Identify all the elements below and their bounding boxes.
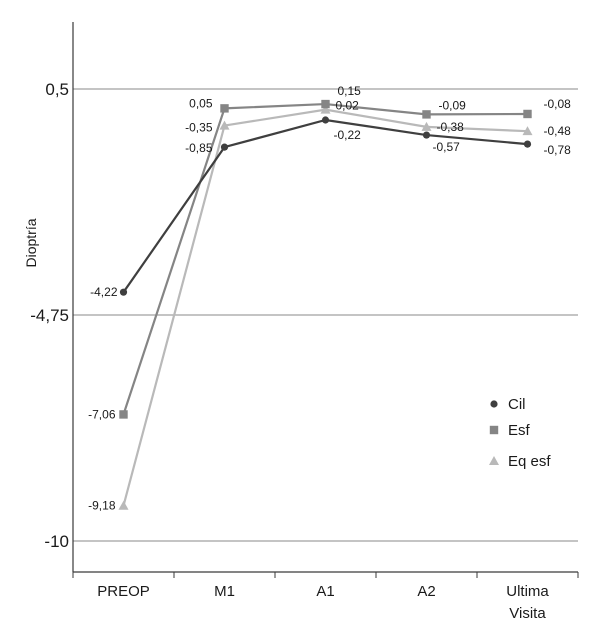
data-label: -0,78: [544, 143, 572, 157]
data-point: [523, 109, 532, 119]
data-label: -7,06: [88, 407, 116, 421]
y-tick-label: 0,5: [45, 80, 69, 99]
data-point: [220, 104, 229, 113]
series-line-cil: [122, 118, 528, 293]
data-point: [321, 99, 330, 109]
data-point: [422, 110, 431, 119]
data-label: -4,22: [90, 285, 118, 299]
legend-marker: [489, 425, 499, 435]
data-label: 0,02: [336, 99, 360, 113]
x-tick-label: Visita: [509, 605, 546, 622]
data-point: [219, 120, 230, 130]
data-point: [321, 116, 330, 124]
data-label: -0,08: [544, 97, 572, 111]
legend-marker: [490, 400, 498, 408]
data-point: [422, 131, 431, 139]
data-point: [320, 104, 331, 114]
data-point: [421, 121, 432, 131]
series-line-esf: [122, 102, 528, 415]
data-label: -0,09: [439, 98, 467, 112]
data-label: -9,18: [88, 499, 116, 513]
x-tick-label: A1: [316, 583, 334, 600]
legend-label: Esf: [508, 422, 531, 439]
data-point: [220, 143, 229, 151]
y-tick-label: -4,75: [30, 306, 69, 325]
x-tick-label: PREOP: [97, 583, 150, 600]
x-tick-label: M1: [214, 583, 235, 600]
data-label: -0,22: [334, 128, 362, 142]
legend-label: Cil: [508, 396, 526, 413]
data-point: [118, 500, 129, 510]
data-point: [523, 140, 532, 148]
data-label: -0,38: [437, 120, 465, 134]
y-tick-label: -10: [44, 532, 69, 551]
data-point: [522, 126, 533, 136]
data-label: -0,48: [544, 124, 572, 138]
series-line-eq-esf: [122, 108, 528, 506]
data-label: 0,15: [338, 84, 362, 98]
data-label: 0,05: [189, 96, 213, 110]
y-axis-label: Dioptría: [23, 218, 39, 267]
legend-marker: [489, 456, 499, 465]
data-label: -0,57: [433, 140, 461, 154]
legend-label: Eq esf: [508, 453, 551, 470]
x-tick-label: A2: [417, 583, 435, 600]
data-label: -0,35: [185, 121, 213, 135]
data-point: [119, 410, 128, 419]
x-tick-label: Ultima: [506, 583, 549, 600]
data-label: -0,85: [185, 141, 213, 155]
data-point: [119, 288, 128, 296]
